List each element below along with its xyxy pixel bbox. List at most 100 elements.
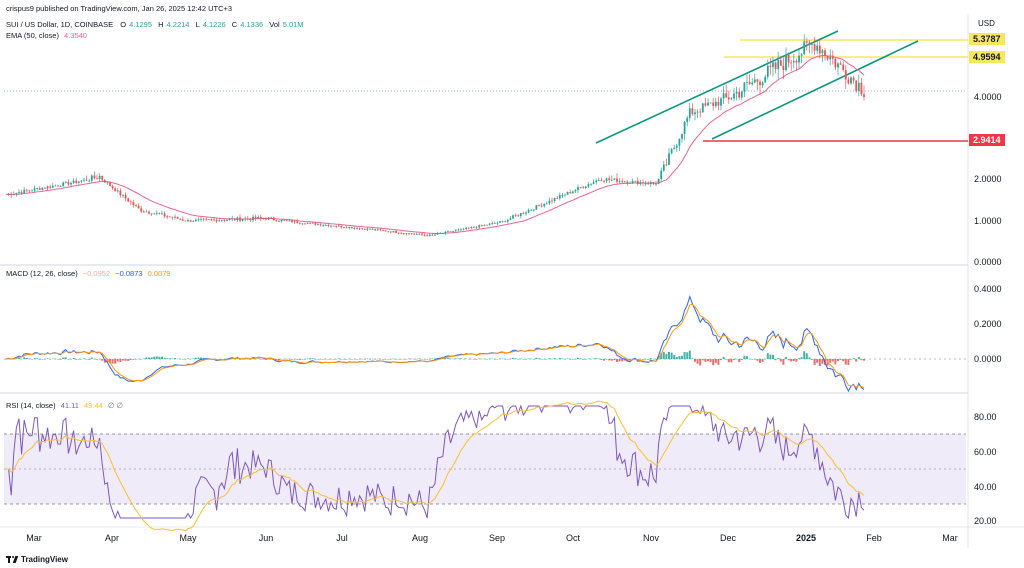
macd-histogram-bar[interactable]: [335, 358, 338, 360]
macd-histogram-bar[interactable]: [358, 358, 361, 360]
candle[interactable]: [527, 210, 530, 213]
macd-histogram-bar[interactable]: [340, 359, 343, 360]
macd-histogram-bar[interactable]: [834, 359, 837, 365]
macd-histogram-bar[interactable]: [410, 358, 413, 360]
macd-histogram-bar[interactable]: [257, 358, 260, 360]
macd-histogram-bar[interactable]: [574, 358, 577, 360]
macd-histogram-bar[interactable]: [174, 358, 176, 359]
candle[interactable]: [626, 181, 629, 184]
candle[interactable]: [155, 213, 158, 214]
macd-histogram-bar[interactable]: [670, 352, 673, 359]
macd-histogram-bar[interactable]: [371, 358, 374, 360]
macd-histogram-bar[interactable]: [408, 358, 410, 360]
candle[interactable]: [818, 45, 821, 54]
macd-histogram-bar[interactable]: [116, 359, 119, 362]
candle[interactable]: [787, 54, 790, 63]
candle[interactable]: [80, 180, 83, 182]
candle[interactable]: [486, 224, 488, 226]
macd-histogram-bar[interactable]: [413, 358, 416, 360]
macd-histogram-bar[interactable]: [571, 359, 574, 360]
macd-histogram-bar[interactable]: [384, 359, 387, 360]
macd-histogram-bar[interactable]: [785, 357, 787, 359]
candle[interactable]: [782, 65, 785, 71]
candle[interactable]: [426, 235, 429, 237]
candle[interactable]: [504, 220, 507, 222]
macd-histogram-bar[interactable]: [831, 359, 834, 362]
candle[interactable]: [795, 60, 798, 63]
candle[interactable]: [408, 233, 410, 235]
candle[interactable]: [577, 187, 579, 191]
macd-histogram-bar[interactable]: [540, 359, 543, 360]
macd-histogram-bar[interactable]: [631, 358, 634, 360]
candle[interactable]: [218, 220, 221, 222]
candle[interactable]: [480, 225, 483, 226]
candle[interactable]: [257, 216, 260, 219]
candle[interactable]: [423, 234, 426, 236]
macd-histogram-bar[interactable]: [5, 359, 7, 360]
macd-histogram-bar[interactable]: [194, 357, 197, 359]
candle[interactable]: [179, 218, 182, 220]
candle[interactable]: [839, 63, 842, 65]
candle[interactable]: [660, 170, 663, 180]
candle[interactable]: [569, 191, 572, 194]
candle[interactable]: [296, 221, 299, 223]
candle[interactable]: [496, 222, 499, 224]
macd-histogram-bar[interactable]: [236, 358, 239, 359]
ema-label[interactable]: EMA (50, close): [6, 31, 59, 40]
candle[interactable]: [720, 98, 722, 106]
candle[interactable]: [558, 195, 561, 199]
candle[interactable]: [618, 181, 621, 182]
macd-histogram-bar[interactable]: [772, 354, 774, 359]
macd-histogram-bar[interactable]: [75, 359, 78, 360]
macd-histogram-bar[interactable]: [863, 359, 865, 361]
candle[interactable]: [85, 179, 88, 181]
candle[interactable]: [800, 54, 803, 56]
candle[interactable]: [561, 195, 564, 196]
macd-histogram-bar[interactable]: [140, 359, 143, 360]
candle[interactable]: [709, 102, 712, 104]
candle[interactable]: [415, 234, 418, 235]
macd-histogram-bar[interactable]: [595, 358, 598, 359]
candle[interactable]: [746, 82, 748, 83]
candle[interactable]: [28, 190, 31, 192]
candle[interactable]: [675, 145, 678, 148]
candle[interactable]: [478, 225, 481, 228]
candle[interactable]: [834, 58, 837, 68]
macd-histogram-bar[interactable]: [774, 359, 777, 361]
candle[interactable]: [181, 219, 184, 221]
candle[interactable]: [447, 231, 449, 233]
macd-histogram-bar[interactable]: [610, 359, 613, 361]
macd-histogram-bar[interactable]: [395, 359, 397, 360]
candle[interactable]: [395, 231, 397, 233]
candle[interactable]: [12, 193, 15, 195]
macd-histogram-bar[interactable]: [652, 358, 655, 360]
macd-histogram-bar[interactable]: [28, 358, 31, 360]
candle[interactable]: [844, 70, 847, 80]
macd-histogram-bar[interactable]: [129, 359, 132, 360]
candle[interactable]: [371, 229, 374, 230]
candle[interactable]: [194, 219, 197, 222]
candle[interactable]: [540, 205, 543, 207]
candle[interactable]: [158, 213, 161, 214]
candle[interactable]: [665, 164, 668, 166]
candle[interactable]: [673, 147, 676, 150]
candle[interactable]: [382, 230, 384, 231]
macd-histogram-bar[interactable]: [800, 357, 803, 359]
candle[interactable]: [501, 220, 504, 222]
candle[interactable]: [184, 220, 187, 222]
candle[interactable]: [714, 101, 717, 107]
macd-histogram-bar[interactable]: [527, 358, 530, 360]
candle[interactable]: [38, 188, 41, 190]
candle[interactable]: [753, 79, 756, 83]
macd-histogram-bar[interactable]: [465, 358, 468, 359]
candle[interactable]: [657, 179, 660, 185]
candle[interactable]: [751, 82, 754, 85]
candle[interactable]: [23, 189, 26, 194]
macd-histogram-bar[interactable]: [33, 358, 36, 359]
candle[interactable]: [452, 231, 455, 232]
macd-histogram-bar[interactable]: [70, 359, 72, 360]
macd-histogram-bar[interactable]: [587, 358, 590, 360]
candle[interactable]: [740, 91, 743, 98]
candle[interactable]: [777, 60, 780, 69]
candle[interactable]: [70, 182, 72, 185]
